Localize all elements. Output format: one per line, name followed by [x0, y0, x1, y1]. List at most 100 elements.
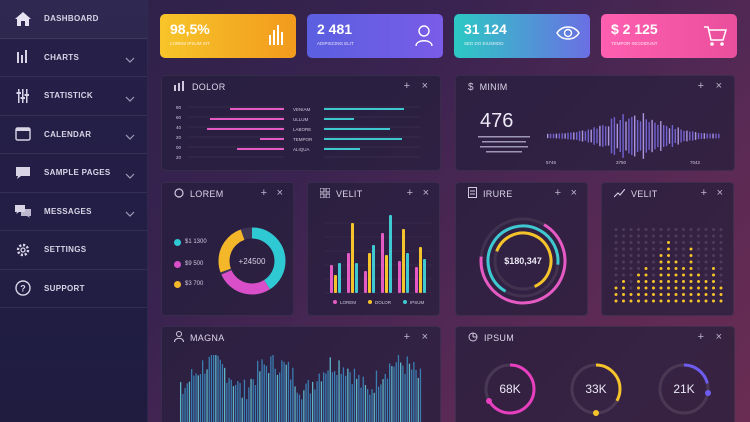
- magna-bar: [318, 373, 320, 422]
- dot: [719, 286, 723, 290]
- dot: [697, 286, 700, 290]
- add-button[interactable]: +: [697, 331, 704, 343]
- add-button[interactable]: +: [260, 187, 267, 199]
- dot: [697, 293, 700, 296]
- kpi-card-users[interactable]: 2 481 Adipiscing elit: [307, 14, 443, 58]
- magna-bar: [419, 368, 422, 422]
- dot: [712, 299, 715, 303]
- page-icon: [14, 164, 32, 182]
- dot: [697, 241, 700, 244]
- add-button[interactable]: +: [697, 80, 704, 92]
- dot: [719, 273, 723, 277]
- dot: [644, 299, 648, 303]
- chevron-down-icon[interactable]: [125, 206, 135, 224]
- magna-bar: [384, 374, 386, 422]
- chevron-down-icon[interactable]: [125, 129, 135, 147]
- bar: [415, 267, 418, 293]
- magna-bar: [294, 386, 296, 422]
- close-button[interactable]: ×: [570, 187, 577, 199]
- bar-chart-icon: [14, 48, 32, 66]
- row-label: ALIQUA: [293, 147, 310, 152]
- add-button[interactable]: +: [403, 331, 410, 343]
- kpi-card-sales[interactable]: $ 2 125 Tempor incididunt: [601, 14, 737, 58]
- sidebar-item-settings[interactable]: SETTINGS: [0, 231, 147, 270]
- wave-bar: [599, 125, 601, 147]
- add-button[interactable]: +: [700, 187, 707, 199]
- sidebar-item-label: SETTINGS: [44, 245, 87, 255]
- magna-bar: [193, 375, 195, 422]
- magna-bar: [347, 368, 349, 422]
- dot: [622, 293, 625, 296]
- wave-bar: [692, 131, 694, 141]
- kpi-value: 31 124: [464, 21, 507, 37]
- sidebar-item-label: SAMPLE PAGES: [44, 168, 111, 178]
- dot: [637, 273, 640, 277]
- sidebar-item-charts[interactable]: CHARTS: [0, 39, 147, 77]
- legend-label: $3 700: [185, 281, 204, 287]
- trend-icon: [613, 185, 626, 203]
- dot: [644, 267, 648, 270]
- magna-bar: [268, 373, 270, 422]
- wave-bar: [552, 133, 555, 139]
- dot: [712, 273, 715, 277]
- wave-bar: [593, 127, 595, 145]
- sidebar-item-statistick[interactable]: STATISTICK: [0, 77, 147, 116]
- sidebar-item-calendar[interactable]: CALENDAR: [0, 116, 147, 154]
- grid-icon: [319, 185, 331, 203]
- magna-bar: [413, 361, 415, 422]
- close-button[interactable]: ×: [715, 80, 722, 92]
- kpi-card-views[interactable]: 31 124 Sed do eiusmod: [454, 14, 590, 58]
- dot: [644, 254, 648, 257]
- chevron-down-icon[interactable]: [125, 168, 135, 186]
- magna-bar: [237, 381, 239, 422]
- dot: [659, 299, 663, 303]
- dot: [712, 254, 715, 257]
- sidebar-item-label: MESSAGES: [44, 206, 92, 216]
- chevron-down-icon[interactable]: [125, 91, 135, 109]
- dot: [644, 241, 648, 244]
- wave-bar: [605, 126, 607, 146]
- wave-bar: [694, 132, 697, 140]
- dot: [682, 286, 685, 290]
- magna-bar: [224, 367, 226, 422]
- dot: [629, 254, 633, 257]
- sidebar-item-messages[interactable]: MESSAGES: [0, 193, 147, 231]
- magna-bar: [199, 374, 202, 422]
- wave-bar: [680, 129, 682, 143]
- close-button[interactable]: ×: [715, 331, 722, 343]
- add-button[interactable]: +: [403, 80, 410, 92]
- close-button[interactable]: ×: [421, 331, 428, 343]
- axis-label: 80: [176, 105, 182, 110]
- close-button[interactable]: ×: [421, 80, 428, 92]
- panel-title: Ipsum: [484, 333, 515, 343]
- close-button[interactable]: ×: [276, 187, 283, 199]
- sidebar-item-sample-pages[interactable]: SAMPLE PAGES: [0, 154, 147, 193]
- add-button[interactable]: +: [406, 187, 413, 199]
- donut-chart: +24500: [218, 227, 286, 295]
- wave-bar: [613, 117, 616, 155]
- dot: [667, 260, 670, 264]
- magna-bar: [283, 362, 285, 422]
- wave-bar: [570, 132, 572, 140]
- chevron-down-icon[interactable]: [125, 52, 135, 70]
- wave-bar: [634, 115, 636, 157]
- close-button[interactable]: ×: [422, 187, 429, 199]
- dot: [682, 299, 685, 303]
- add-button[interactable]: +: [554, 187, 561, 199]
- panel-title: Irure: [483, 189, 513, 199]
- gauge-68k: 68K: [484, 363, 536, 415]
- wave-bar: [665, 125, 668, 147]
- dot: [674, 293, 678, 296]
- wave-bar: [648, 122, 650, 150]
- magna-bar: [252, 379, 254, 422]
- wave-bar: [607, 126, 610, 146]
- magna-bar: [305, 383, 307, 422]
- sidebar-item-dashboard[interactable]: DASHBOARD: [0, 0, 147, 39]
- dot: [637, 293, 640, 296]
- close-button[interactable]: ×: [716, 187, 723, 199]
- kpi-card-rate[interactable]: 98,5% Lorem ipsum sit: [160, 14, 296, 58]
- magna-bar: [369, 394, 371, 422]
- sidebar-item-support[interactable]: ? SUPPORT: [0, 270, 147, 308]
- dot: [674, 241, 678, 244]
- magna-bar: [349, 372, 351, 422]
